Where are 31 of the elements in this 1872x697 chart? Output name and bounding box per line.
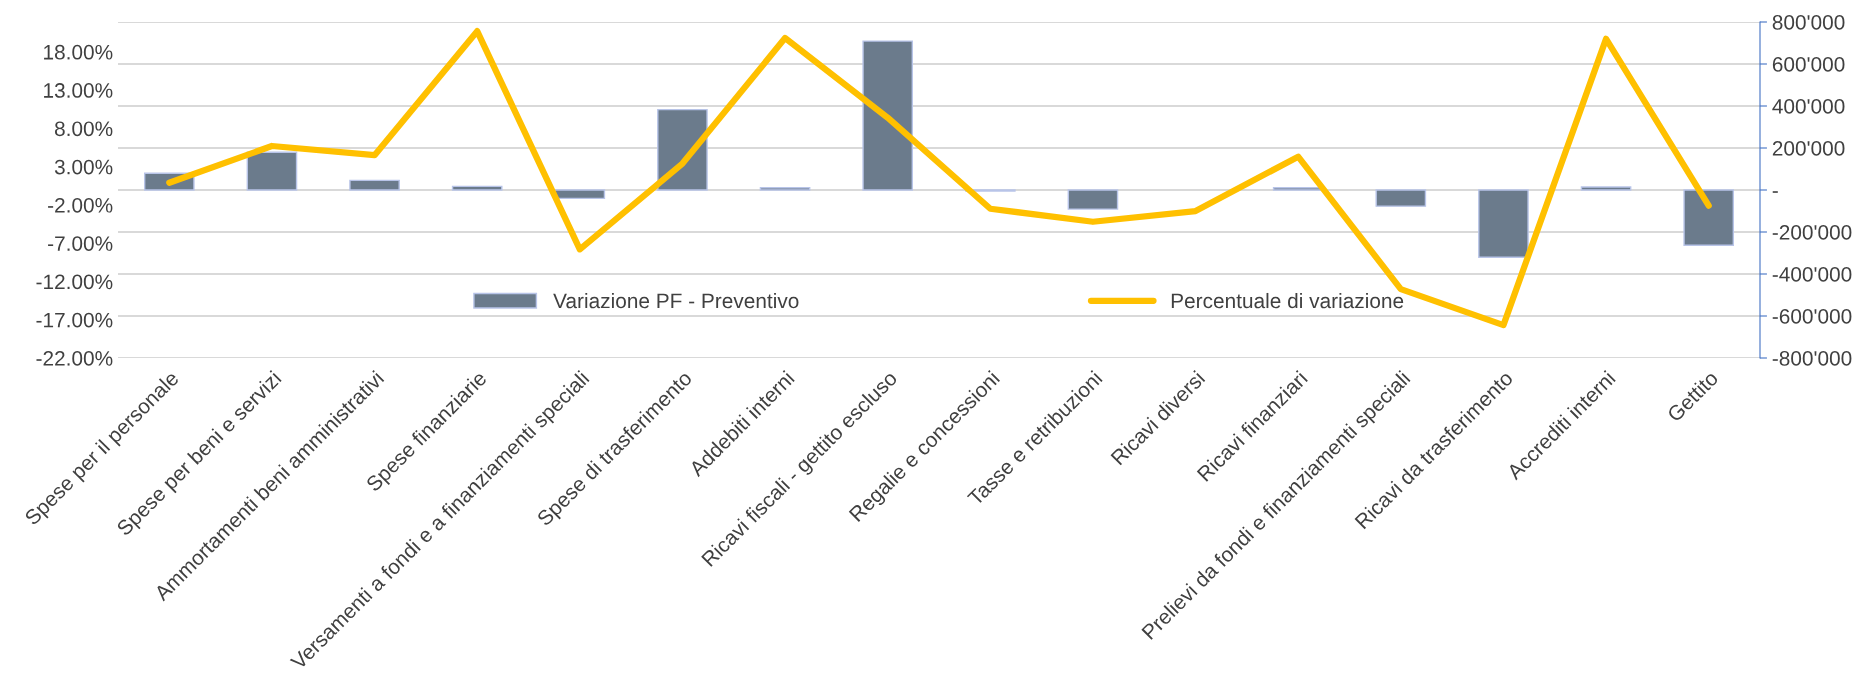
legend-label: Variazione PF - Preventivo — [553, 292, 799, 309]
y2-tick-label: 600'000 — [1772, 57, 1845, 72]
y2-tick-label: - — [1772, 191, 1778, 193]
y-tick-label: -7.00% — [48, 236, 113, 251]
y-tick-label: 3.00% — [54, 159, 113, 175]
y2-tick-label: -400'000 — [1772, 267, 1852, 282]
bar — [349, 179, 400, 191]
bar — [1580, 186, 1632, 191]
y-tick-label: 18.00% — [44, 44, 113, 60]
y-tick-label: -22.00% — [36, 351, 113, 366]
bar — [246, 151, 298, 191]
bar — [1478, 189, 1529, 258]
bar — [759, 186, 811, 191]
bar — [451, 185, 503, 191]
bar — [1067, 189, 1119, 210]
y2-tick-label: 200'000 — [1772, 141, 1845, 156]
bar — [862, 40, 914, 191]
y-tick-label: -17.00% — [36, 312, 113, 328]
y2-tick-label: -800'000 — [1772, 351, 1852, 366]
y2-tick-label: -200'000 — [1772, 225, 1852, 240]
y2-tick-label: -600'000 — [1772, 309, 1852, 324]
y-tick-label: -2.00% — [48, 197, 113, 213]
bar — [1375, 189, 1427, 207]
bar — [554, 189, 606, 200]
bar — [1683, 189, 1735, 246]
y2-tick-label: 800'000 — [1772, 15, 1845, 30]
y-tick-label: 13.00% — [44, 83, 113, 98]
y2-tick-label: 400'000 — [1772, 99, 1845, 114]
y-tick-label: 8.00% — [54, 121, 113, 137]
legend-label: Percentuale di variazione — [1171, 292, 1404, 309]
y-tick-label: -12.00% — [36, 274, 113, 290]
